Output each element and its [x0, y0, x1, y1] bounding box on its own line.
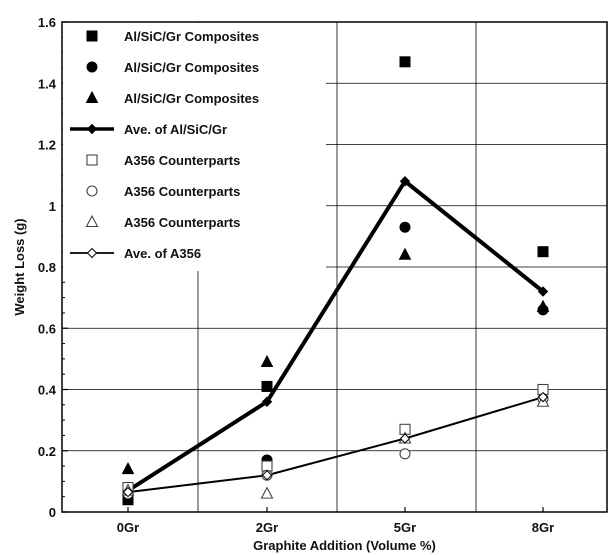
x-tick-label: 0Gr	[117, 520, 139, 535]
data-point-series-0	[399, 56, 411, 68]
y-tick-label: 0.2	[38, 444, 56, 459]
data-point-series-4	[261, 460, 273, 472]
data-point-series-1	[399, 221, 411, 233]
legend-label: Al/SiC/Gr Composites	[124, 91, 259, 106]
legend-label: A356 Counterparts	[124, 184, 240, 199]
legend: Al/SiC/Gr Composites Al/SiC/Gr Composites…	[63, 23, 326, 271]
legend-marker	[86, 154, 98, 166]
data-point-series-7	[261, 470, 273, 481]
y-axis-label: Weight Loss (g)	[12, 218, 27, 315]
y-tick-label: 0.8	[38, 260, 56, 275]
y-tick-label: 0	[49, 505, 56, 520]
legend-label: Al/SiC/Gr Composites	[124, 60, 259, 75]
y-tick-label: 1.2	[38, 138, 56, 153]
data-point-series-7	[537, 391, 549, 403]
data-point-series-2	[398, 247, 412, 260]
data-point-series-2	[121, 462, 135, 475]
legend-marker	[85, 90, 99, 103]
data-point-series-2	[536, 299, 550, 312]
data-point-series-7	[399, 433, 411, 444]
legend-label: A356 Counterparts	[124, 153, 240, 168]
data-point-series-2	[260, 354, 274, 367]
data-point-series-0	[261, 380, 273, 392]
x-tick-label: 5Gr	[394, 520, 416, 535]
data-point-series-7	[122, 486, 134, 498]
legend-background	[63, 23, 326, 271]
y-tick-label: 1.4	[38, 76, 57, 91]
y-tick-label: 1	[49, 199, 56, 214]
y-tick-label: 1.6	[38, 15, 56, 30]
series	[121, 56, 550, 506]
legend-label: Ave. of A356	[124, 246, 201, 261]
x-axis-label: Graphite Addition (Volume %)	[253, 538, 436, 553]
legend-marker	[86, 30, 98, 42]
legend-marker	[85, 214, 99, 228]
data-point-series-0	[537, 246, 549, 258]
data-point-series-3	[261, 396, 273, 407]
data-point-series-5	[399, 448, 411, 460]
legend-label: A356 Counterparts	[124, 215, 240, 230]
data-point-series-3	[537, 286, 549, 297]
series-line-3	[126, 179, 545, 493]
data-point-series-3	[399, 176, 411, 187]
x-tick-label: 2Gr	[256, 520, 278, 535]
legend-marker	[86, 247, 98, 259]
x-tick-label: 8Gr	[532, 520, 554, 535]
legend-marker	[86, 185, 98, 197]
legend-marker	[86, 61, 98, 73]
legend-label: Ave. of Al/SiC/Gr	[124, 122, 227, 137]
data-point-series-6	[260, 486, 274, 499]
axes: 0 0.2 0.4 0.6 0.8 1 1.2 1.4 1.6 0Gr 2Gr 5Gr 8Gr	[38, 15, 554, 535]
legend-marker	[86, 123, 98, 135]
legend-label: Al/SiC/Gr Composites	[124, 29, 259, 44]
series-line-7	[127, 396, 544, 494]
y-tick-label: 0.4	[38, 383, 57, 398]
y-tick-label: 0.6	[38, 321, 56, 336]
